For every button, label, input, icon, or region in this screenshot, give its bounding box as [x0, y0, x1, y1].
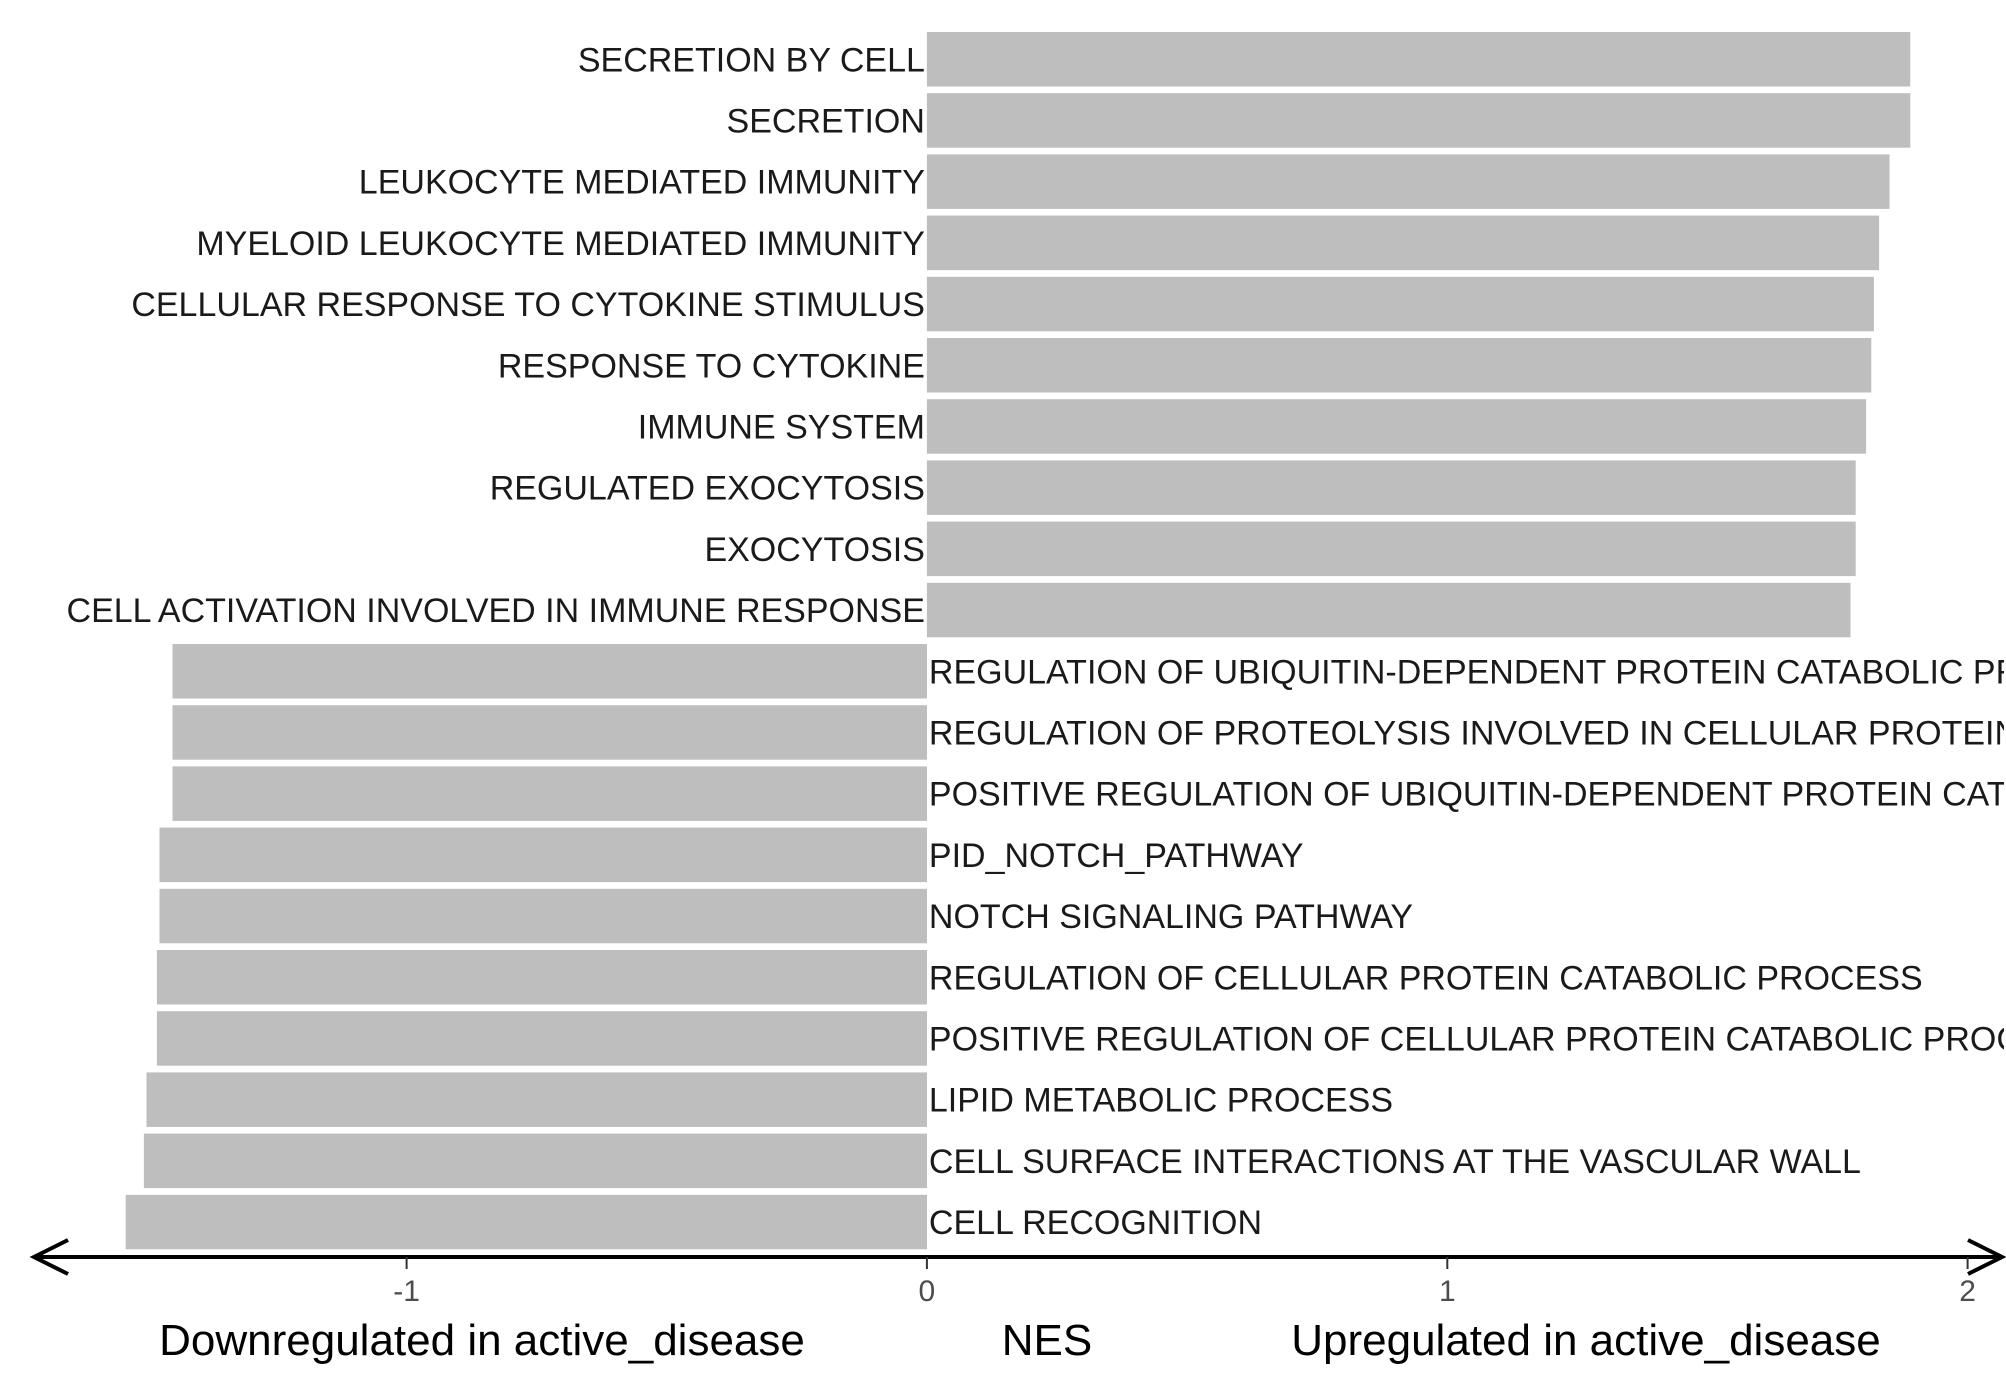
- category-label-13: POSITIVE REGULATION OF UBIQUITIN-DEPENDE…: [929, 776, 2006, 814]
- x-tick-label: -1: [393, 1275, 420, 1308]
- category-label-18: LIPID METABOLIC PROCESS: [929, 1082, 1393, 1120]
- bar-18: [146, 1072, 927, 1127]
- category-label-2: SECRETION: [727, 102, 925, 140]
- category-label-7: IMMUNE SYSTEM: [638, 409, 925, 447]
- category-label-14: PID_NOTCH_PATHWAY: [929, 837, 1304, 875]
- bar-3: [926, 154, 1890, 209]
- category-label-10: CELL ACTIVATION INVOLVED IN IMMUNE RESPO…: [67, 592, 925, 630]
- bar-15: [159, 888, 927, 944]
- category-label-19: CELL SURFACE INTERACTIONS AT THE VASCULA…: [929, 1143, 1861, 1181]
- bar-2: [926, 93, 1911, 148]
- bar-16: [156, 950, 927, 1005]
- bar-1: [926, 32, 1911, 87]
- bar-11: [172, 644, 927, 699]
- category-label-11: REGULATION OF UBIQUITIN-DEPENDENT PROTEI…: [929, 653, 2006, 691]
- bar-9: [926, 521, 1856, 577]
- category-label-20: CELL RECOGNITION: [929, 1204, 1262, 1242]
- bar-13: [172, 766, 927, 821]
- bar-8: [926, 460, 1856, 515]
- x-tick-label: 1: [1439, 1275, 1456, 1308]
- category-labels-layer: SECRETION BY CELL SECRETION LEUKOCYTE MEDI…: [67, 41, 2006, 1242]
- bar-7: [926, 399, 1867, 454]
- x-axis-arrow-right: [1967, 1238, 2006, 1276]
- category-label-4: MYELOID LEUKOCYTE MEDIATED IMMUNITY: [196, 225, 925, 263]
- bar-14: [159, 827, 927, 883]
- bar-12: [172, 705, 927, 760]
- category-label-15: NOTCH SIGNALING PATHWAY: [929, 898, 1413, 936]
- bar-5: [926, 276, 1874, 332]
- x-tick-label: 0: [919, 1275, 936, 1308]
- bar-20: [125, 1194, 927, 1250]
- bars-layer: [125, 32, 1911, 1250]
- x-axis-title-left: Downregulated in active_disease: [159, 1316, 805, 1365]
- x-axis-title-right: Upregulated in active_disease: [1291, 1316, 1881, 1365]
- bar-10: [926, 582, 1851, 638]
- x-axis: -1 0 1 2: [29, 1238, 2006, 1308]
- x-tick-label: 2: [1959, 1275, 1976, 1308]
- category-label-1: SECRETION BY CELL: [578, 41, 925, 79]
- bar-4: [926, 215, 1880, 271]
- category-label-9: EXOCYTOSIS: [704, 531, 924, 569]
- bar-6: [926, 338, 1872, 393]
- category-label-12: REGULATION OF PROTEOLYSIS INVOLVED IN CE…: [929, 715, 2006, 753]
- x-axis-arrow-left: [29, 1238, 69, 1276]
- bar-19: [143, 1133, 927, 1189]
- category-label-6: RESPONSE TO CYTOKINE: [498, 347, 925, 385]
- category-label-3: LEUKOCYTE MEDIATED IMMUNITY: [359, 164, 925, 202]
- x-axis-title: NES: [1002, 1316, 1092, 1365]
- category-label-8: REGULATED EXOCYTOSIS: [490, 470, 925, 508]
- category-label-17: POSITIVE REGULATION OF CELLULAR PROTEIN …: [929, 1021, 2006, 1059]
- category-label-16: REGULATION OF CELLULAR PROTEIN CATABOLIC…: [929, 959, 1923, 997]
- category-label-5: CELLULAR RESPONSE TO CYTOKINE STIMULUS: [131, 286, 925, 324]
- bar-17: [156, 1011, 927, 1066]
